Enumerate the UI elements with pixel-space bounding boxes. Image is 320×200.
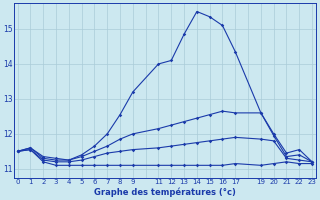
X-axis label: Graphe des températures (°c): Graphe des températures (°c) (94, 188, 236, 197)
